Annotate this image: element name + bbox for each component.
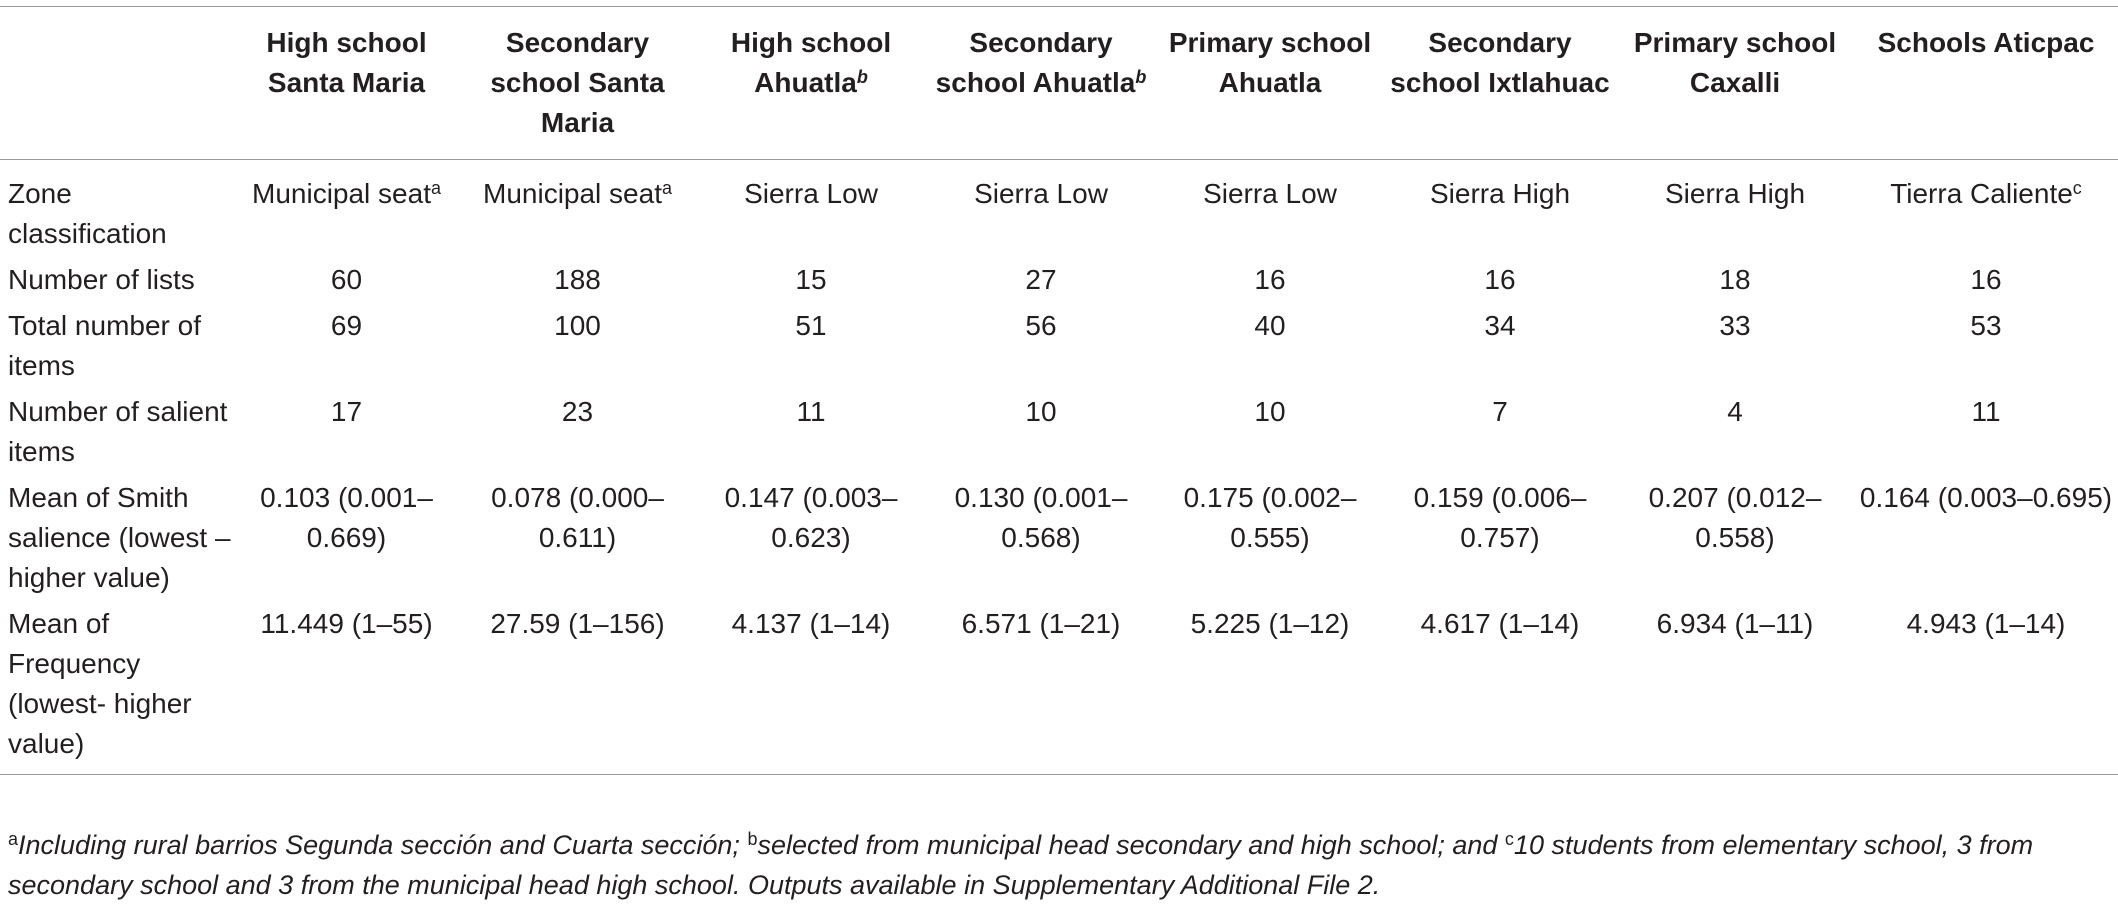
footnote-c-text: 10 students from elementary school, 3 fr… [8,830,2034,900]
table-cell: 33 [1719,310,1751,341]
table-cell: 17 [330,396,363,427]
header-cell: High school Ahuatlab [730,27,892,98]
footnote-marker: c [1504,829,1514,849]
table-cell: 0.175 (0.002–0.555) [1183,482,1357,553]
footnote-marker: b [856,67,868,87]
header-cell: Secondary school Ahuatlab [935,27,1147,98]
header-cell: Schools Aticpac [1877,27,2095,58]
footnote-b-text: selected from municipal head secondary a… [757,830,1505,860]
table-cell: 4.137 (1–14) [731,608,891,639]
table-cell: 0.147 (0.003–0.623) [724,482,898,553]
table-cell: 27 [1025,264,1057,295]
table-cell: 60 [330,264,363,295]
header-cell: Primary school Caxalli [1633,27,1837,98]
table-cell: Sierra Low [744,178,878,209]
table-cell: 0.164 (0.003–0.695) [1859,482,2113,513]
table-cell: 15 [795,264,827,295]
row-label: Total number of items [8,310,201,381]
table-cell: 56 [1025,310,1057,341]
table-row: Mean of Frequency (lowest- higher value)… [0,601,2118,775]
data-table: High school Santa Maria Secondary school… [0,6,2118,775]
table-cell: 11 [796,396,826,427]
table-cell: 0.078 (0.000–0.611) [491,482,664,553]
table-cell: 0.207 (0.012–0.558) [1648,482,1822,553]
table-cell: 4 [1727,396,1743,427]
table-row: Number of salient items 17 23 11 10 10 7… [0,389,2118,475]
table-cell: 11 [1971,396,2001,427]
table-cell: 100 [554,310,601,341]
table-cell: 0.130 (0.001–0.568) [954,482,1128,553]
table-cell: 27.59 (1–156) [490,608,665,639]
table-cell: 16 [1484,264,1516,295]
table-cell: 5.225 (1–12) [1190,608,1350,639]
table-cell: Municipal seata [483,178,672,209]
table-footnote: aIncluding rural barrios Segunda sección… [8,825,2108,905]
header-cell: Secondary school Ixtlahuac [1390,27,1610,98]
table-cell: 4.943 (1–14) [1906,608,2066,639]
table-cell: 16 [1254,264,1286,295]
table-row: Mean of Smith salience (lowest – higher … [0,475,2118,601]
table-cell: 11.449 (1–55) [260,608,433,639]
footnote-marker: b [747,829,758,849]
table-cell: 16 [1970,264,2002,295]
table-cell: 0.103 (0.001–0.669) [260,482,433,553]
table-cell: 51 [795,310,827,341]
header-cell: High school Santa Maria [266,27,427,98]
row-label: Number of salient items [8,396,228,467]
table-cell: Municipal seata [252,178,441,209]
table-cell: 6.571 (1–21) [961,608,1121,639]
header-cell: Secondary school Santa Maria [490,27,665,138]
table-cell: 34 [1484,310,1516,341]
table-cell: 0.159 (0.006–0.757) [1413,482,1587,553]
table-cell: 53 [1970,310,2002,341]
table-cell: 6.934 (1–11) [1656,608,1814,639]
row-label: Mean of Smith salience (lowest – higher … [8,482,231,593]
footnote-marker: a [8,829,19,849]
row-label: Number of lists [8,264,195,295]
table-cell: 7 [1492,396,1508,427]
table-cell: 10 [1254,396,1286,427]
header-row: High school Santa Maria Secondary school… [0,6,2118,160]
table-cell: 23 [561,396,594,427]
table-cell: 69 [330,310,363,341]
table-row-zone: Zone classification Municipal seata Muni… [0,160,2118,258]
row-label: Zone classification [8,178,167,249]
table-cell: Sierra Low [974,178,1108,209]
table-cell: 4.617 (1–14) [1420,608,1580,639]
table-cell: 188 [554,264,601,295]
footnote-a-text: Including rural barrios Segunda sección … [18,830,748,860]
table-cell: 10 [1025,396,1057,427]
table-row: Total number of items 69 100 51 56 40 34… [0,303,2118,389]
table-cell: Sierra High [1429,178,1571,209]
row-label: Mean of Frequency (lowest- higher value) [8,608,192,759]
header-cell-empty [0,7,234,160]
header-cell: Primary school Ahuatla [1168,27,1372,98]
footnote-marker: b [1135,67,1147,87]
table-cell: Sierra Low [1203,178,1337,209]
table-cell: Sierra High [1664,178,1806,209]
table-cell: 18 [1719,264,1751,295]
table-cell: Tierra Calientec [1890,178,2082,209]
table-cell: 40 [1254,310,1286,341]
table-row: Number of lists 60 188 15 27 16 16 18 16 [0,257,2118,303]
